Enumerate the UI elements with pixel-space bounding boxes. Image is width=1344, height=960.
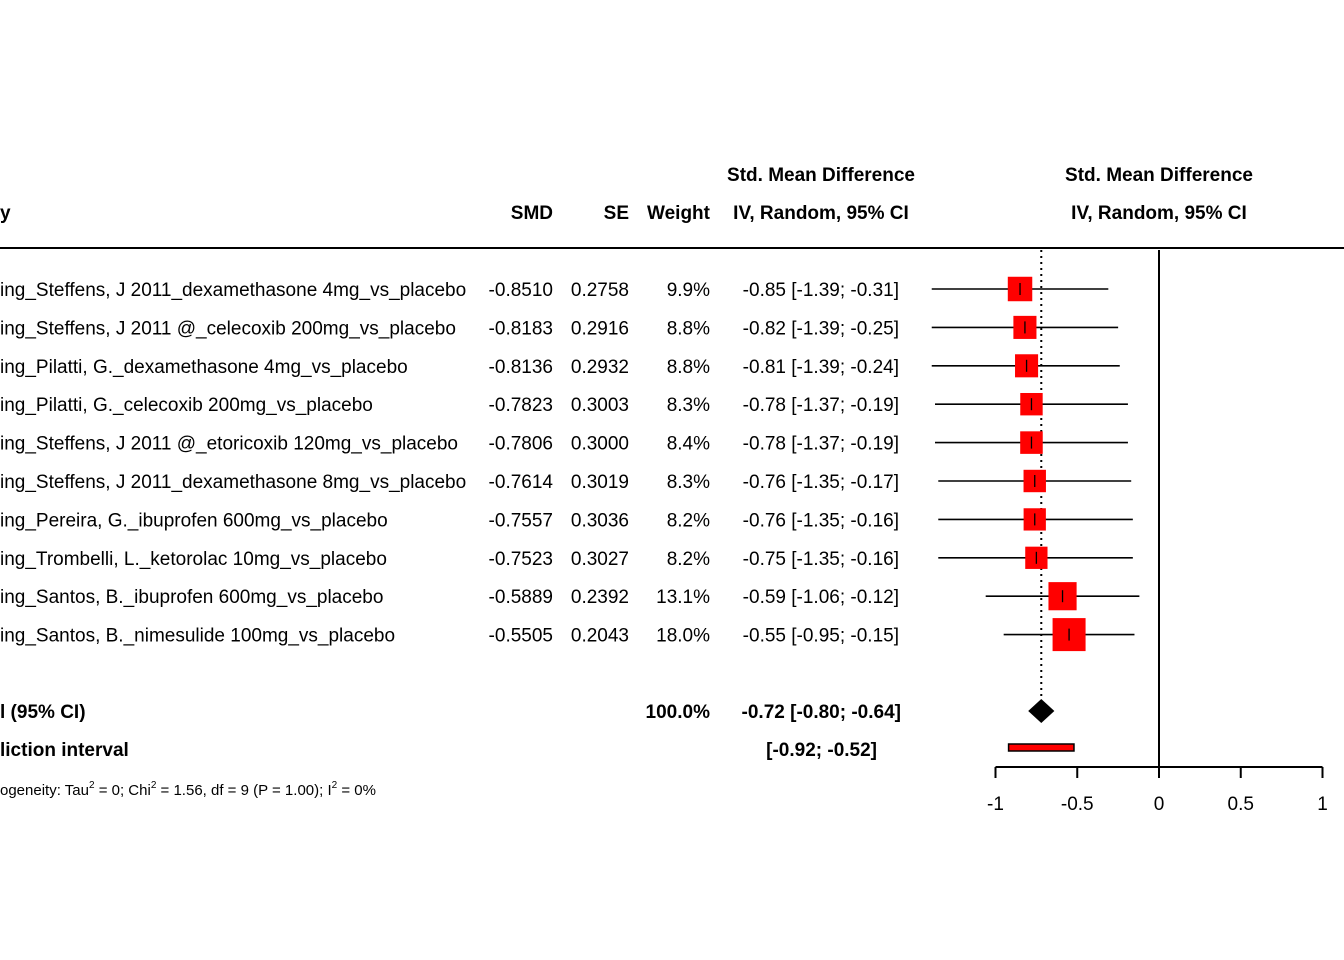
study-weight: 8.8%	[667, 357, 710, 378]
study-label: ing_Pereira, G._ibuprofen 600mg_vs_place…	[0, 510, 388, 531]
plot-graphics	[931, 250, 1160, 766]
pooled-ci-text: -0.72 [-0.80; -0.64]	[742, 702, 901, 723]
study-se: 0.2758	[571, 280, 629, 301]
study-label: ing_Steffens, J 2011 @_celecoxib 200mg_v…	[0, 318, 456, 339]
pooled-label: l (95% CI)	[0, 702, 86, 723]
study-label: ing_Pilatti, G._dexamethasone 4mg_vs_pla…	[0, 357, 408, 378]
study-weight: 8.2%	[667, 549, 710, 570]
study-ci-text: -0.85 [-1.39; -0.31]	[743, 280, 899, 301]
study-ci-text: -0.78 [-1.37; -0.19]	[743, 434, 899, 455]
study-ci-text: -0.59 [-1.06; -0.12]	[743, 587, 899, 608]
study-se: 0.2043	[571, 626, 629, 647]
study-smd: -0.5505	[489, 626, 553, 647]
study-se: 0.3000	[571, 434, 629, 455]
study-se: 0.2916	[571, 318, 629, 339]
study-smd: -0.8510	[489, 280, 553, 301]
study-ci-text: -0.55 [-0.95; -0.15]	[743, 626, 899, 647]
study-weight: 8.2%	[667, 510, 710, 531]
study-label: ing_Steffens, J 2011_dexamethasone 4mg_v…	[0, 280, 466, 301]
x-tick-label: 0	[1154, 794, 1165, 815]
study-ci-text: -0.75 [-1.35; -0.16]	[743, 549, 899, 570]
study-weight: 8.4%	[667, 434, 710, 455]
x-tick-label: 0.5	[1228, 794, 1254, 815]
study-se: 0.3036	[571, 510, 629, 531]
study-label: ing_Trombelli, L._ketorolac 10mg_vs_plac…	[0, 549, 387, 570]
study-smd: -0.7614	[489, 472, 554, 493]
study-rows: ing_Steffens, J 2011_dexamethasone 4mg_v…	[0, 280, 899, 647]
x-tick-label: 1	[1317, 794, 1328, 815]
study-se: 0.3003	[571, 395, 629, 416]
study-label: ing_Santos, B._nimesulide 100mg_vs_place…	[0, 626, 395, 647]
study-weight: 18.0%	[656, 626, 710, 647]
header-ci-bottom: IV, Random, 95% CI	[733, 203, 909, 224]
pooled-diamond	[1028, 699, 1055, 723]
heterogeneity-text: ogeneity: Tau2 = 0; Chi2 = 1.56, df = 9 …	[0, 780, 376, 799]
study-label: ing_Steffens, J 2011_dexamethasone 8mg_v…	[0, 472, 466, 493]
header-ci-top: Std. Mean Difference	[727, 165, 915, 186]
header-plot-top: Std. Mean Difference	[1065, 165, 1253, 186]
prediction-bar	[1007, 743, 1075, 752]
study-ci-text: -0.76 [-1.35; -0.16]	[743, 510, 899, 531]
prediction-ci-text: [-0.92; -0.52]	[766, 740, 877, 761]
x-axis: -1 -0.5 0 0.5 1	[987, 766, 1328, 815]
study-se: 0.3027	[571, 549, 629, 570]
header-study: y	[0, 203, 11, 224]
study-label: ing_Pilatti, G._celecoxib 200mg_vs_place…	[0, 395, 373, 416]
study-smd: -0.8136	[489, 357, 553, 378]
prediction-label: liction interval	[0, 740, 129, 761]
study-weight: 13.1%	[656, 587, 710, 608]
header-smd: SMD	[511, 203, 553, 224]
study-weight: 8.3%	[667, 472, 710, 493]
study-weight: 8.3%	[667, 395, 710, 416]
study-smd: -0.8183	[489, 318, 553, 339]
study-smd: -0.7806	[489, 434, 553, 455]
study-smd: -0.7523	[489, 549, 553, 570]
study-ci-text: -0.82 [-1.39; -0.25]	[743, 318, 899, 339]
x-tick-label: -0.5	[1061, 794, 1094, 815]
study-ci-text: -0.81 [-1.39; -0.24]	[743, 357, 899, 378]
study-weight: 8.8%	[667, 318, 710, 339]
study-smd: -0.5889	[489, 587, 553, 608]
study-se: 0.2392	[571, 587, 629, 608]
header-weight: Weight	[647, 203, 711, 224]
study-ci-text: -0.78 [-1.37; -0.19]	[743, 395, 899, 416]
study-label: ing_Santos, B._ibuprofen 600mg_vs_placeb…	[0, 587, 383, 608]
study-weight: 9.9%	[667, 280, 710, 301]
study-label: ing_Steffens, J 2011 @_etoricoxib 120mg_…	[0, 434, 458, 455]
x-tick-label: -1	[987, 794, 1004, 815]
study-se: 0.2932	[571, 357, 629, 378]
study-smd: -0.7823	[489, 395, 553, 416]
study-smd: -0.7557	[489, 510, 553, 531]
pooled-weight: 100.0%	[646, 702, 711, 723]
study-ci-text: -0.76 [-1.35; -0.17]	[743, 472, 899, 493]
study-se: 0.3019	[571, 472, 629, 493]
header-plot-bottom: IV, Random, 95% CI	[1071, 203, 1247, 224]
header-se: SE	[604, 203, 629, 224]
